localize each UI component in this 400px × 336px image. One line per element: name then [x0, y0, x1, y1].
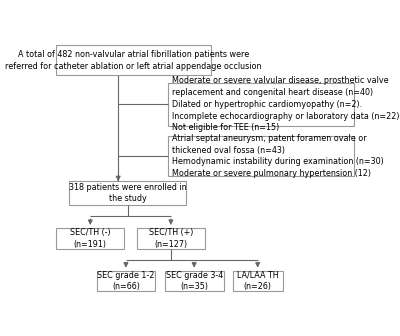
FancyBboxPatch shape: [56, 228, 124, 249]
Text: SEC grade 1-2
(n=66): SEC grade 1-2 (n=66): [97, 270, 155, 291]
Text: SEC/TH (+)
(n=127): SEC/TH (+) (n=127): [149, 228, 193, 249]
FancyBboxPatch shape: [233, 270, 282, 291]
FancyBboxPatch shape: [168, 83, 354, 126]
Text: Atrial septal aneurysm, patent foramen ovale or
thickened oval fossa (n=43)
Hemo: Atrial septal aneurysm, patent foramen o…: [172, 134, 384, 178]
Text: SEC grade 3-4
(n=35): SEC grade 3-4 (n=35): [166, 270, 223, 291]
Text: 318 patients were enrolled in
the study: 318 patients were enrolled in the study: [69, 182, 186, 203]
FancyBboxPatch shape: [56, 45, 211, 75]
FancyBboxPatch shape: [165, 270, 224, 291]
Text: SEC/TH (-)
(n=191): SEC/TH (-) (n=191): [70, 228, 111, 249]
Text: LA/LAA TH
(n=26): LA/LAA TH (n=26): [237, 270, 278, 291]
Text: A total of 482 non-valvular atrial fibrillation patients were
referred for cathe: A total of 482 non-valvular atrial fibri…: [6, 50, 262, 71]
FancyBboxPatch shape: [168, 136, 354, 176]
Text: Moderate or severe valvular disease, prosthetic valve
replacement and congenital: Moderate or severe valvular disease, pro…: [172, 76, 400, 132]
FancyBboxPatch shape: [137, 228, 205, 249]
FancyBboxPatch shape: [69, 181, 186, 205]
FancyBboxPatch shape: [96, 270, 155, 291]
